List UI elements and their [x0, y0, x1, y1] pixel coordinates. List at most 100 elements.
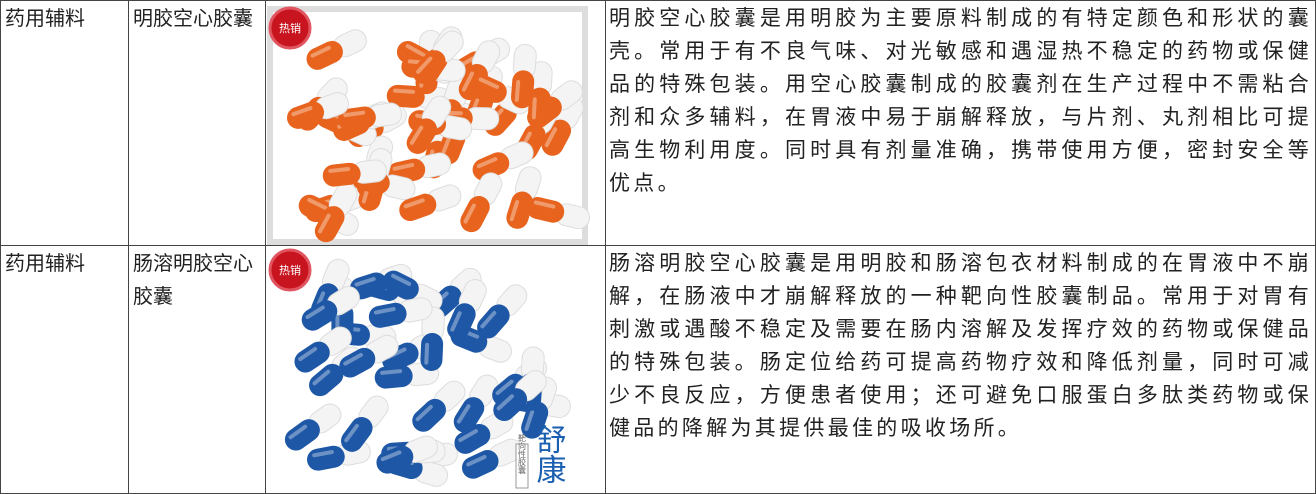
- capsule-shine: [415, 404, 433, 422]
- capsule-shine: [343, 352, 363, 366]
- capsule: [368, 297, 433, 328]
- capsule-shine: [509, 200, 520, 222]
- badge-circle: [268, 248, 312, 292]
- capsule-color: [412, 398, 446, 432]
- capsule-group: [286, 26, 591, 243]
- capsule-shine: [391, 273, 412, 286]
- capsule-color: [470, 74, 507, 103]
- capsule-color: [461, 450, 499, 479]
- capsule: [493, 370, 547, 422]
- capsule-shine: [440, 135, 452, 157]
- capsule-shine: [461, 71, 475, 92]
- category-cell: 药用辅料: [0, 0, 129, 246]
- capsule-shine: [288, 424, 308, 440]
- capsule-shine: [312, 449, 334, 458]
- hot-badge: 热销: [268, 248, 312, 292]
- capsule-shine: [478, 77, 499, 89]
- capsule-shine: [424, 342, 430, 365]
- capsule-shine: [495, 379, 514, 396]
- capsule-color: [493, 388, 528, 422]
- capsule-color: [339, 347, 376, 378]
- capsule-color: [301, 300, 338, 331]
- capsule-color: [349, 272, 388, 300]
- capsule-group: [284, 258, 571, 487]
- capsule: [294, 326, 352, 373]
- description-cell: 明胶空心胶囊是用明胶为主要原料制成的有特定颜色和形状的囊壳。常用于有不良气味、对…: [605, 0, 1316, 246]
- brand-text: 舒康: [531, 424, 567, 484]
- capsule-color: [341, 416, 373, 452]
- capsule: [322, 159, 387, 187]
- description: 明胶空心胶囊是用明胶为主要原料制成的有特定颜色和形状的囊壳。常用于有不良气味、对…: [609, 6, 1312, 195]
- capsule-color: [492, 373, 527, 406]
- capsule-color: [527, 87, 551, 126]
- capsule-shine: [403, 198, 425, 209]
- capsule-color: [506, 191, 534, 229]
- capsule: [460, 172, 503, 233]
- capsule-color: [453, 397, 485, 433]
- product-name: 肠溶明胶空心胶囊: [133, 253, 253, 308]
- capsule-shine: [310, 45, 331, 58]
- capsule-shine: [463, 203, 476, 224]
- capsule-shine: [373, 307, 396, 315]
- capsule-color: [286, 101, 325, 129]
- capsule-color: [307, 445, 345, 471]
- capsule-color: [526, 197, 565, 223]
- capsule-shine: [312, 369, 331, 386]
- capsule-color: [399, 193, 437, 222]
- capsule: [376, 435, 438, 474]
- capsule: [301, 286, 360, 331]
- capsule-shine: [343, 110, 366, 118]
- capsule: [461, 438, 523, 479]
- capsule: [339, 334, 399, 378]
- capsule-color: [386, 84, 425, 108]
- image-cell: 热销 靶向性胶囊 舒康: [265, 245, 606, 494]
- description-cell: 肠溶明胶空心胶囊是用明胶和肠溶包衣材料制成的在胃液中不崩解，在肠液中才崩解释放的…: [605, 245, 1316, 494]
- capsule: [447, 279, 487, 340]
- capsule-shine: [291, 106, 313, 117]
- capsule-shine: [380, 369, 403, 375]
- capsule-color: [368, 302, 407, 328]
- category: 药用辅料: [5, 8, 85, 30]
- capsule-shine: [524, 409, 535, 431]
- capsule-shine: [514, 79, 521, 102]
- capsule: [412, 30, 464, 84]
- capsule: [341, 395, 389, 452]
- capsule-shine: [318, 213, 331, 234]
- capsule-shine: [405, 44, 426, 57]
- capsule-color: [314, 206, 345, 243]
- hot-badge: 热销: [268, 6, 312, 50]
- product-image: 热销 靶向性胶囊 舒康: [268, 248, 571, 489]
- capsule-color: [382, 270, 419, 300]
- capsule-color: [477, 304, 510, 339]
- capsule-shine: [544, 127, 558, 148]
- capsule-color: [510, 70, 535, 109]
- capsule-color: [374, 365, 413, 389]
- capsule: [286, 92, 350, 129]
- image-cell: 热销: [265, 0, 606, 246]
- capsule-color: [322, 162, 361, 187]
- capsule-color: [309, 363, 344, 397]
- capsule-shine: [392, 162, 415, 171]
- capsule: [472, 141, 534, 181]
- capsule-shine: [354, 276, 376, 287]
- tag-text: 靶向性胶囊: [518, 433, 527, 475]
- capsule: [399, 184, 462, 222]
- badge-circle: [268, 6, 312, 50]
- capsule-shine: [533, 200, 556, 209]
- capsule-color: [376, 445, 414, 474]
- capsule-shine: [393, 88, 416, 94]
- capsule-shine: [476, 157, 498, 169]
- capsule-shine: [328, 166, 351, 173]
- capsule-shine: [416, 56, 433, 74]
- capsule-shine: [298, 347, 318, 362]
- capsule-color: [460, 195, 490, 233]
- product-cell: 明胶空心胶囊: [128, 0, 266, 246]
- capsule-shine: [458, 429, 478, 443]
- capsule-shine: [531, 97, 537, 120]
- capsule-color: [420, 332, 444, 371]
- capsule-shine: [456, 404, 471, 424]
- capsule: [337, 102, 403, 131]
- tag-box: [515, 443, 529, 489]
- capsule-shine: [344, 423, 359, 443]
